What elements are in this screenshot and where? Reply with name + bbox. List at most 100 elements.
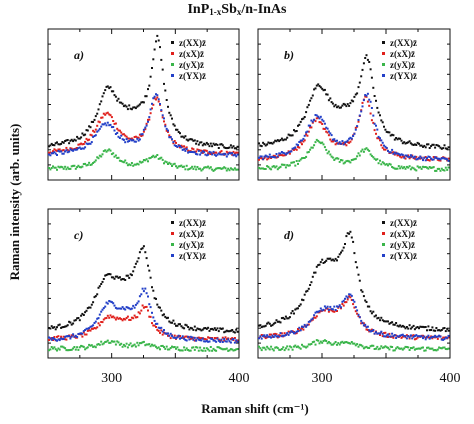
data-point: [167, 130, 169, 133]
data-point: [381, 141, 384, 144]
data-point: [62, 326, 65, 328]
data-point: [90, 344, 93, 347]
data-point: [179, 146, 181, 149]
data-point: [272, 336, 275, 338]
data-point: [360, 344, 363, 347]
data-point: [94, 295, 97, 298]
data-point: [373, 129, 376, 132]
data-point: [427, 336, 430, 339]
data-point: [392, 151, 395, 154]
data-point: [379, 332, 381, 335]
data-point: [173, 322, 176, 325]
data-point: [426, 143, 428, 146]
data-point: [120, 160, 123, 162]
data-point: [271, 348, 274, 351]
data-point: [232, 330, 235, 333]
data-point: [274, 321, 277, 324]
data-point: [66, 166, 69, 169]
data-point: [431, 158, 434, 161]
data-point: [211, 327, 214, 330]
data-point: [279, 334, 282, 337]
data-point: [183, 346, 186, 349]
data-point: [274, 156, 277, 159]
data-point: [116, 157, 119, 159]
data-point: [329, 308, 332, 311]
data-point: [408, 336, 411, 339]
data-point: [331, 310, 334, 313]
data-point: [303, 157, 306, 159]
data-point: [138, 138, 141, 141]
data-point: [408, 156, 411, 159]
data-point: [387, 333, 389, 336]
data-point: [258, 337, 260, 340]
data-point: [384, 320, 387, 323]
data-point: [270, 345, 273, 348]
data-point: [323, 146, 326, 149]
data-point: [354, 128, 357, 131]
data-point: [145, 122, 148, 125]
data-point: [362, 322, 365, 325]
data-point: [172, 163, 175, 166]
data-point: [189, 337, 192, 340]
data-point: [370, 330, 373, 332]
data-point: [125, 105, 128, 108]
data-point: [333, 138, 336, 141]
data-point: [392, 323, 395, 326]
data-point: [192, 139, 195, 142]
data-point: [161, 314, 164, 317]
data-point: [76, 317, 79, 320]
legend-label: z(XX)z̄: [390, 38, 417, 48]
data-point: [338, 343, 341, 346]
data-point: [354, 157, 357, 160]
data-point: [356, 266, 359, 269]
data-point: [381, 332, 384, 335]
data-point: [113, 316, 116, 319]
data-point: [228, 340, 231, 343]
data-point: [191, 147, 194, 150]
data-point: [313, 316, 316, 319]
data-point: [225, 169, 228, 172]
data-point: [376, 128, 379, 131]
data-point: [431, 347, 434, 350]
data-point: [299, 303, 302, 306]
data-point: [126, 274, 129, 277]
data-point: [167, 348, 169, 351]
data-point: [401, 155, 404, 158]
data-point: [124, 159, 127, 162]
data-point: [447, 336, 450, 339]
data-point: [356, 343, 359, 346]
data-point: [88, 125, 91, 128]
data-point: [224, 167, 227, 170]
series-yX: [48, 148, 239, 172]
data-point: [434, 156, 437, 159]
data-point: [171, 345, 173, 348]
data-point: [370, 119, 373, 122]
data-point: [319, 261, 322, 264]
data-point: [207, 348, 210, 351]
data-point: [129, 342, 132, 345]
data-point: [389, 335, 392, 338]
data-point: [132, 317, 135, 320]
data-point: [295, 330, 298, 333]
data-point: [117, 341, 120, 344]
data-point: [385, 147, 388, 149]
data-point: [106, 121, 109, 124]
data-point: [223, 152, 226, 155]
data-point: [203, 142, 206, 145]
data-point: [361, 290, 364, 293]
data-point: [203, 166, 206, 169]
data-point: [336, 310, 338, 312]
data-point: [379, 139, 381, 142]
data-point: [187, 326, 190, 328]
data-point: [49, 337, 52, 340]
data-point: [128, 318, 131, 321]
data-point: [205, 149, 208, 152]
data-point: [401, 348, 404, 351]
series-yX: [258, 138, 450, 172]
data-point: [302, 326, 305, 329]
data-point: [137, 257, 140, 260]
data-point: [368, 305, 371, 308]
data-point: [231, 168, 234, 171]
data-point: [187, 168, 190, 171]
data-point: [427, 159, 430, 161]
